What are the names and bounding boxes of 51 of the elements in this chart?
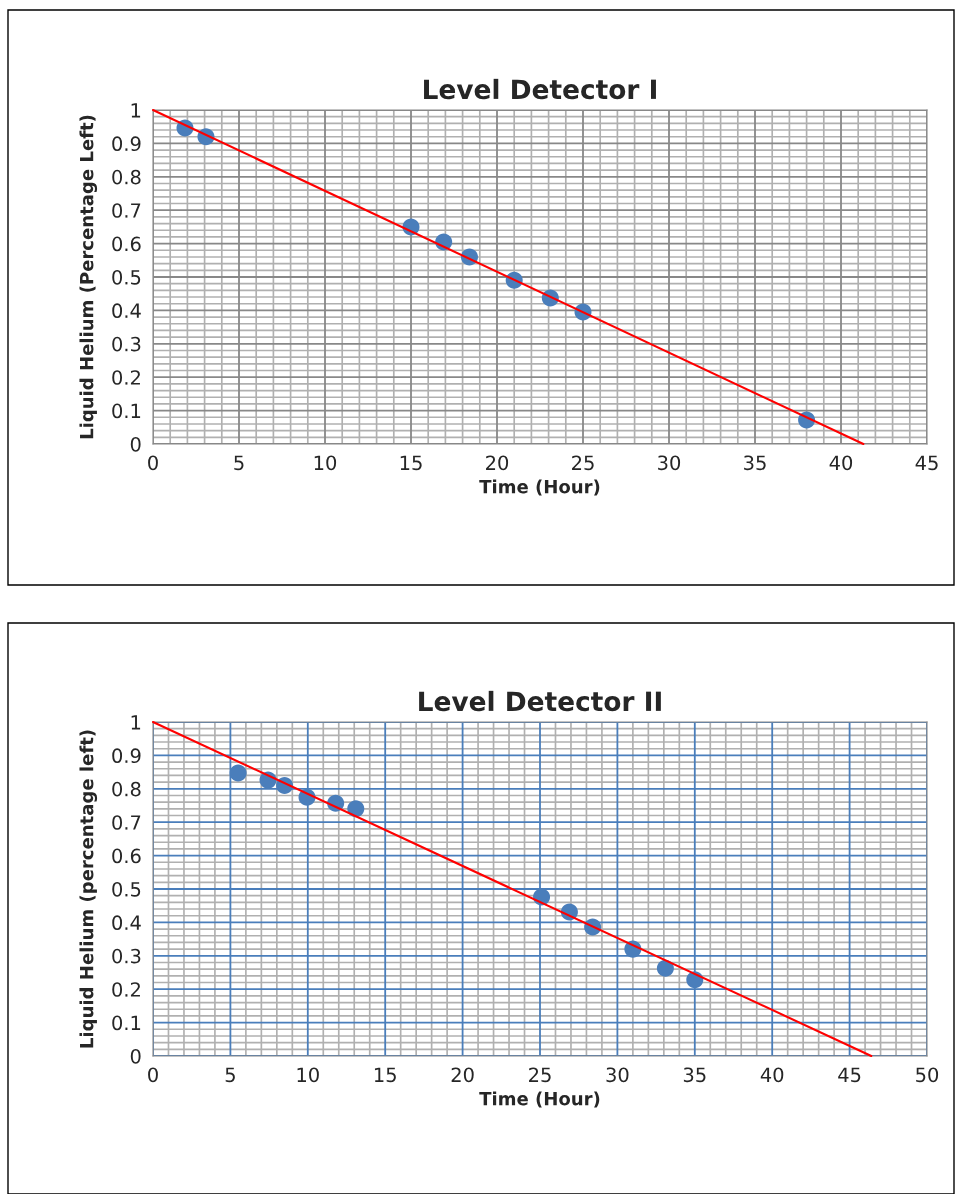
x-tick-label: 40 — [829, 455, 853, 471]
y-tick-label: 0.5 — [112, 881, 141, 897]
x-tick-label: 20 — [451, 1067, 474, 1083]
y-tick-label: 0.3 — [112, 948, 141, 964]
x-tick-label: 30 — [658, 455, 681, 471]
y-tick-label: 0.1 — [112, 1015, 141, 1031]
x-tick-label: 5 — [234, 455, 244, 471]
y-tick-label: 0.1 — [112, 403, 141, 419]
y-tick-label: 0.7 — [112, 815, 141, 830]
y-tick-label: 0 — [130, 436, 141, 452]
x-tick-label: 30 — [606, 1067, 629, 1083]
y-tick-label: 0.3 — [112, 336, 141, 352]
x-tick-label: 5 — [225, 1067, 235, 1083]
x-tick-label: 35 — [744, 455, 766, 471]
x-tick-label: 10 — [314, 455, 337, 471]
x-tick-label: 25 — [529, 1067, 551, 1083]
y-tick-label: 0.8 — [112, 781, 141, 797]
x-tick-label: 10 — [297, 1067, 319, 1083]
y-tick-label: 0.9 — [112, 136, 141, 152]
y-tick-label: 0.4 — [112, 303, 141, 319]
x-tick-label: 50 — [916, 1067, 939, 1083]
y-tick-label: 0.2 — [112, 370, 140, 385]
y-tick-label: 0.9 — [112, 748, 141, 764]
y-axis-title: Liquid Helium (percentage left) — [79, 730, 98, 1048]
y-tick-label: 0.5 — [112, 269, 141, 285]
y-tick-label: 0.7 — [112, 203, 141, 218]
y-tick-label: 0.8 — [112, 169, 141, 185]
x-tick-label: 25 — [572, 455, 594, 471]
point — [656, 959, 674, 977]
x-tick-label: 0 — [148, 455, 158, 471]
y-tick-label: 0.2 — [112, 982, 140, 997]
x-tick-label: 45 — [838, 1067, 861, 1083]
x-tick-label: 35 — [683, 1067, 706, 1083]
y-tick-label: 0.6 — [112, 236, 141, 252]
x-axis-title: Time (Hour) — [479, 479, 600, 496]
x-tick-label: 40 — [760, 1067, 784, 1083]
x-tick-label: 0 — [148, 1067, 158, 1083]
y-tick-label: 1 — [131, 715, 141, 730]
y-axis-title: Liquid Helium (Percentage Left) — [79, 115, 98, 439]
y-tick-label: 0.4 — [112, 915, 141, 931]
x-tick-label: 45 — [915, 455, 938, 471]
x-tick-label: 15 — [400, 455, 422, 471]
point — [229, 764, 247, 782]
x-axis-title: Time (Hour) — [479, 1091, 600, 1108]
x-tick-label: 15 — [374, 1067, 396, 1083]
y-tick-label: 1 — [131, 103, 141, 118]
y-tick-label: 0.6 — [112, 848, 141, 864]
x-tick-label: 20 — [486, 455, 509, 471]
chart-title: Level Detector I — [424, 78, 656, 100]
y-tick-label: 0 — [130, 1048, 141, 1064]
chart-title: Level Detector II — [419, 690, 661, 712]
